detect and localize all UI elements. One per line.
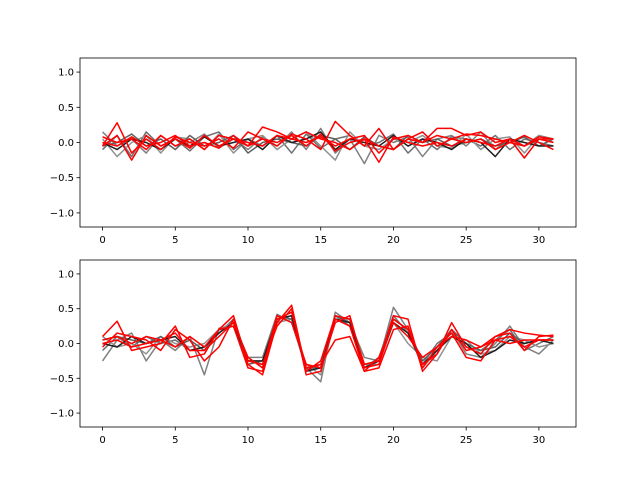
x-tick-label: 25 <box>460 235 473 246</box>
y-tick-label: 0.5 <box>58 304 74 315</box>
x-tick-label: 25 <box>460 435 473 446</box>
x-tick-label: 5 <box>172 235 178 246</box>
y-tick-label: −0.5 <box>50 173 74 184</box>
y-tick-label: −0.5 <box>50 374 74 385</box>
x-tick-label: 0 <box>99 235 105 246</box>
x-tick-label: 5 <box>172 435 178 446</box>
y-tick-label: 0.0 <box>58 138 74 149</box>
y-tick-label: 1.0 <box>58 269 74 280</box>
x-tick-label: 10 <box>242 435 255 446</box>
top-axes: 0 5 10 15 20 25 30 −1.0 −0.5 0.0 0.5 1.0 <box>50 57 577 246</box>
x-tick-label: 15 <box>314 235 327 246</box>
series-line-7 <box>102 311 554 373</box>
bottom-axes: 0 5 10 15 20 25 30 −1.0 −0.5 0.0 0.5 1.0 <box>50 259 577 446</box>
x-tick-label: 10 <box>242 235 255 246</box>
series-group <box>101 304 554 383</box>
x-tick-label: 15 <box>314 435 327 446</box>
series-line-8 <box>102 314 554 369</box>
y-tick-label: −1.0 <box>50 409 74 420</box>
x-tick-label: 20 <box>387 435 400 446</box>
series-group <box>101 120 554 165</box>
x-tick-label: 30 <box>533 235 546 246</box>
series-line-8 <box>102 131 554 152</box>
series-line-7 <box>102 131 554 163</box>
x-tick-label: 20 <box>387 235 400 246</box>
y-tick-label: 0.0 <box>58 339 74 350</box>
x-tick-label: 30 <box>533 435 546 446</box>
x-tick-label: 0 <box>99 435 105 446</box>
y-tick-label: 0.5 <box>58 103 74 114</box>
y-tick-label: −1.0 <box>50 208 74 219</box>
y-tick-label: 1.0 <box>58 68 74 79</box>
